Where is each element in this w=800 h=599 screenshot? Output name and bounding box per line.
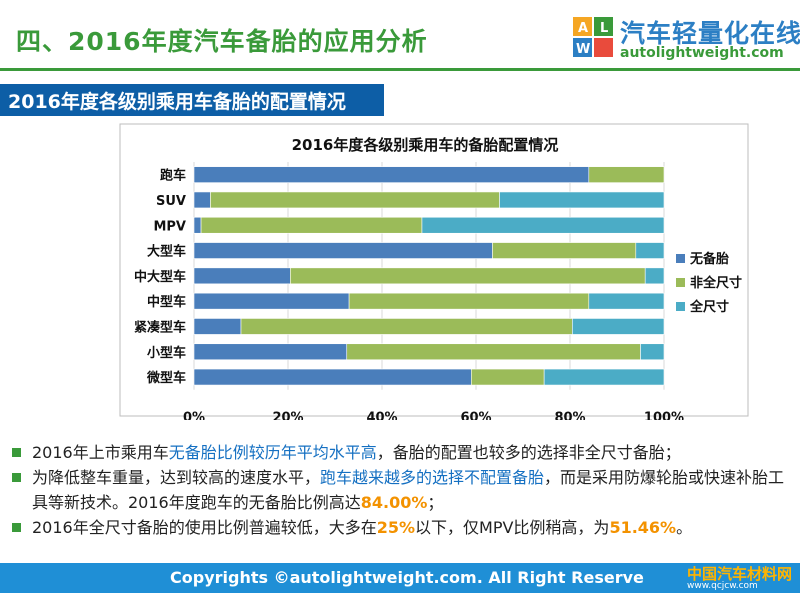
bullet-3: 2016年全尺寸备胎的使用比例普遍较低，大多在25%以下，仅MPV比例稍高，为5… xyxy=(8,515,798,540)
bar-segment xyxy=(193,343,348,361)
bar-segment xyxy=(200,216,423,234)
bar-segment xyxy=(193,191,211,209)
legend-swatch xyxy=(676,278,685,287)
x-tick-labels: 0% 20% 40% 60% 80% 100% xyxy=(183,411,684,420)
bar-segment xyxy=(499,191,665,209)
watermark-logo: 中国汽车材料网 www.qcjcw.com xyxy=(686,565,792,591)
bullet-marker-icon xyxy=(12,448,21,457)
x-tick-label: 60% xyxy=(460,411,491,420)
highlight-value: 84.00% xyxy=(360,493,428,512)
chart-title: 2016年度各级别乘用车的备胎配置情况 xyxy=(292,136,559,154)
bullet-marker-icon xyxy=(12,523,21,532)
bar-segment xyxy=(348,292,590,310)
footer-bar: Copyrights ©autolightweight.com. All Rig… xyxy=(0,563,800,593)
highlight-text: 无备胎比例较历年平均水平高 xyxy=(168,443,377,462)
bar-segment xyxy=(644,267,665,285)
bullet-1: 2016年上市乘用车无备胎比例较历年平均水平高，备胎的配置也较多的选择非全尺寸备… xyxy=(8,440,798,465)
svg-text:A: A xyxy=(578,21,588,36)
category-label: 紧凑型车 xyxy=(134,319,186,335)
x-tick-label: 20% xyxy=(272,411,303,420)
legend-swatch xyxy=(676,302,685,311)
bars xyxy=(193,166,665,386)
header-divider xyxy=(0,68,800,71)
copyright-text: Copyrights ©autolightweight.com. All Rig… xyxy=(170,568,644,587)
bar-segment xyxy=(240,318,573,335)
legend-label: 全尺寸 xyxy=(689,299,729,315)
section-title: 2016年度各级别乘用车备胎的配置情况 xyxy=(8,91,346,113)
bar-segment xyxy=(193,267,291,285)
logo-badge-icon: A L W xyxy=(573,17,613,57)
x-tick-label: 80% xyxy=(554,411,585,420)
highlight-value: 51.46% xyxy=(609,518,677,537)
category-label: 小型车 xyxy=(147,345,186,361)
bar-segment xyxy=(193,166,590,183)
x-tick-label: 100% xyxy=(644,411,684,420)
bar-segment xyxy=(193,292,350,310)
bar-segment xyxy=(470,368,545,386)
legend-label: 无备胎 xyxy=(689,251,729,267)
bar-segment xyxy=(492,242,637,259)
bar-segment xyxy=(635,242,665,259)
bar-segment xyxy=(421,216,665,234)
bar-segment xyxy=(640,343,665,361)
category-label: 跑车 xyxy=(160,168,186,184)
category-label: SUV xyxy=(156,194,186,209)
logo-text-cn: 汽车轻量化在线 xyxy=(620,19,800,48)
bar-segment xyxy=(346,343,641,361)
stacked-bar-chart: 2016年度各级别乘用车的备胎配置情况 跑车 SUV MPV 大型车中大型车中型车紧凑… xyxy=(119,123,749,420)
page-title: 四、2016年度汽车备胎的应用分析 xyxy=(16,27,428,56)
category-label: 大型车 xyxy=(147,244,186,260)
category-label: MPV xyxy=(153,219,186,234)
highlight-text: 跑车越来越多的选择不配置备胎 xyxy=(320,468,545,487)
bar-segment xyxy=(193,318,242,335)
bar-segment xyxy=(572,318,665,335)
logo-text-en: autolightweight.com xyxy=(620,45,784,61)
bar-segment xyxy=(193,368,472,386)
category-label: 中大型车 xyxy=(134,269,186,285)
bullet-2: 为降低整车重量，达到较高的速度水平，跑车越来越多的选择不配置备胎，而是采用防爆轮… xyxy=(8,465,798,515)
bullet-marker-icon xyxy=(12,473,21,482)
site-logo[interactable]: A L W 汽车轻量化在线 autolightweight.com xyxy=(572,12,800,66)
x-tick-label: 0% xyxy=(183,411,205,420)
svg-text:L: L xyxy=(600,21,608,36)
section-banner: 2016年度各级别乘用车备胎的配置情况 xyxy=(0,84,384,116)
bar-segment xyxy=(210,191,500,209)
bar-segment xyxy=(193,242,493,259)
bar-segment xyxy=(588,166,665,183)
highlight-value: 25% xyxy=(376,518,416,537)
category-label: 微型车 xyxy=(146,370,186,386)
bar-segment xyxy=(290,267,646,285)
bar-segment xyxy=(543,368,665,386)
bar-segment xyxy=(193,216,202,234)
legend-swatch xyxy=(676,254,685,263)
svg-text:W: W xyxy=(576,42,590,57)
legend-label: 非全尺寸 xyxy=(690,275,742,291)
x-tick-label: 40% xyxy=(366,411,397,420)
bar-segment xyxy=(588,292,665,310)
bullet-list: 2016年上市乘用车无备胎比例较历年平均水平高，备胎的配置也较多的选择非全尺寸备… xyxy=(8,440,798,540)
category-label: 中型车 xyxy=(147,294,186,310)
